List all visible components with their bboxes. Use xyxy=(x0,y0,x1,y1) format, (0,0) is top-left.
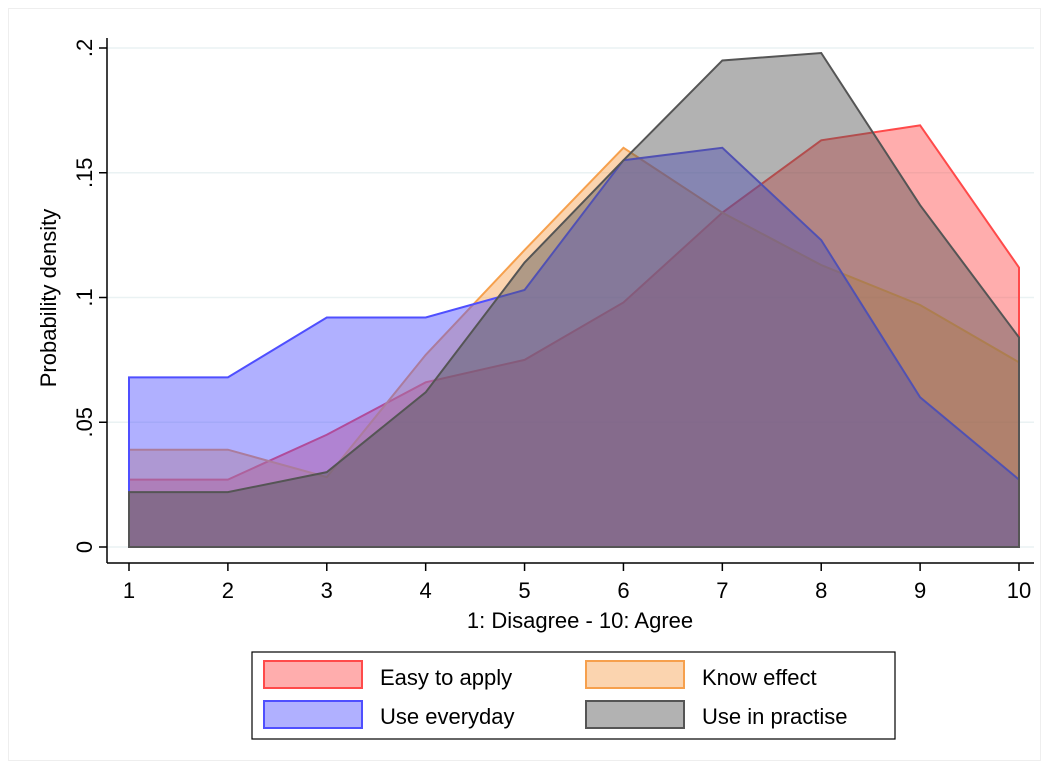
x-tick-label: 10 xyxy=(1007,578,1031,603)
legend-box xyxy=(251,651,896,740)
y-tick-label: .15 xyxy=(72,157,97,188)
area-use-in-practise xyxy=(128,51,1020,548)
y-tick-label: 0 xyxy=(72,541,97,553)
x-tick-label: 6 xyxy=(617,578,629,603)
x-tick-label: 8 xyxy=(815,578,827,603)
x-tick-label: 3 xyxy=(321,578,333,603)
legend-label: Easy to apply xyxy=(380,665,512,690)
legend: Easy to apply Know effect Use everyday Use … xyxy=(251,651,896,740)
x-tick-label: 4 xyxy=(420,578,432,603)
legend-key xyxy=(585,660,685,689)
axis-layer: 0 .05 .1 .15 .2 1 2 3 4 5 6 7 8 9 10 xyxy=(72,38,1034,603)
y-axis-title: Probability density xyxy=(36,209,61,388)
legend-key xyxy=(585,700,685,729)
y-tick-label: .1 xyxy=(72,288,97,306)
legend-key xyxy=(263,700,363,729)
x-tick-label: 1 xyxy=(123,578,135,603)
x-tick-label: 7 xyxy=(716,578,728,603)
x-tick-label: 5 xyxy=(518,578,530,603)
x-tick-label: 2 xyxy=(222,578,234,603)
area-easy-to-apply xyxy=(128,124,1020,548)
legend-key xyxy=(263,660,363,689)
y-tick-label: .05 xyxy=(72,407,97,438)
y-tick-label: .2 xyxy=(72,39,97,57)
legend-label: Use everyday xyxy=(380,704,515,729)
x-tick-label: 9 xyxy=(914,578,926,603)
area-layer xyxy=(128,51,1020,548)
legend-label: Use in practise xyxy=(702,704,848,729)
x-axis-title: 1: Disagree - 10: Agree xyxy=(467,608,693,633)
legend-label: Know effect xyxy=(702,665,817,690)
